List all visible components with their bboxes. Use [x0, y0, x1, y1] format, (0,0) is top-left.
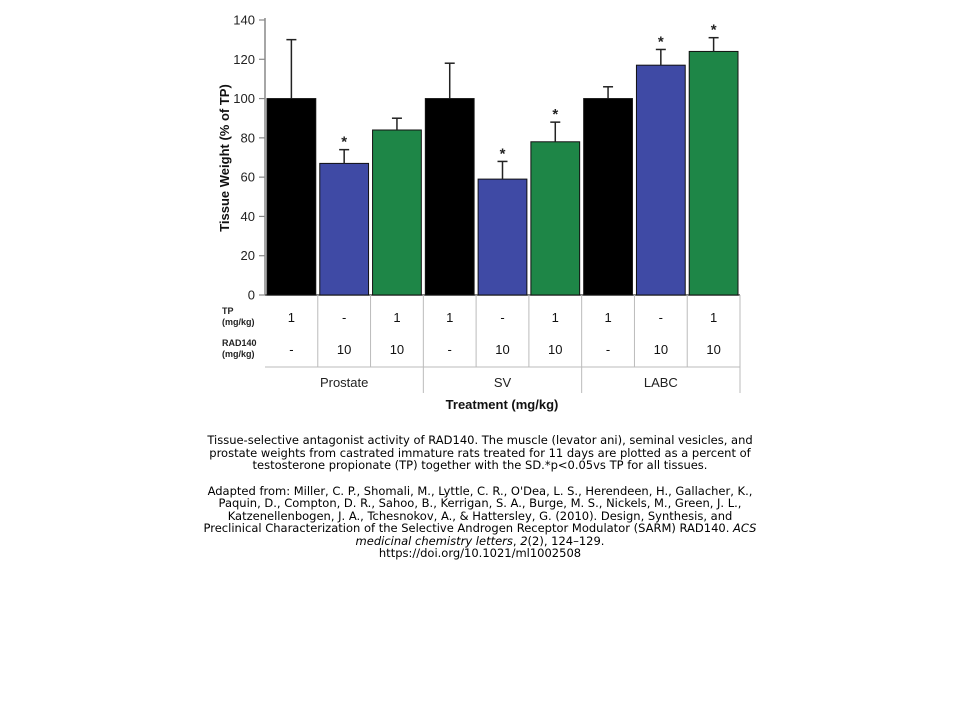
- treatment-cell: 1: [288, 310, 295, 325]
- chart-bars: * * * * *: [266, 22, 739, 296]
- bar: [424, 98, 475, 296]
- bar: [530, 141, 581, 296]
- treatment-cell: -: [342, 310, 346, 325]
- citation-doi: https://doi.org/10.1021/ml1002508: [378, 546, 582, 560]
- y-tick-label: 120: [233, 52, 255, 67]
- bar: [688, 50, 739, 296]
- treatment-cell: 10: [495, 342, 509, 357]
- group-label: SV: [494, 375, 512, 390]
- treatment-cell: 10: [337, 342, 351, 357]
- treatment-row-unit: (mg/kg): [222, 317, 255, 327]
- bar: [583, 98, 633, 296]
- bar: [319, 162, 370, 296]
- treatment-cell: 1: [393, 310, 400, 325]
- group-label: Prostate: [320, 375, 368, 390]
- y-tick-label: 100: [233, 91, 255, 106]
- significance-marker: *: [341, 134, 347, 151]
- treatment-cell: 1: [604, 310, 611, 325]
- y-axis-title: Tissue Weight (% of TP): [217, 84, 232, 232]
- citation-separator: ,: [512, 533, 521, 548]
- y-tick-label: 20: [241, 248, 255, 263]
- significance-marker: *: [711, 22, 717, 39]
- treatment-cell: -: [289, 342, 293, 357]
- bar: [477, 178, 528, 296]
- significance-marker: *: [552, 106, 558, 123]
- citation-volume: 2: [520, 533, 528, 548]
- y-tick-label: 60: [241, 170, 255, 185]
- treatment-row-label: RAD140: [222, 338, 257, 348]
- treatment-cell: 1: [446, 310, 453, 325]
- bar: [266, 98, 317, 296]
- treatment-cell: -: [448, 342, 452, 357]
- figure-caption: Tissue-selective antagonist activity of …: [200, 434, 760, 560]
- treatment-cell: 10: [706, 342, 720, 357]
- citation-issue-pages: (2), 124–129.: [527, 533, 605, 548]
- treatment-cell: -: [659, 310, 663, 325]
- group-label: LABC: [644, 375, 678, 390]
- y-tick-label: 40: [241, 209, 255, 224]
- y-tick-label: 140: [233, 13, 255, 28]
- treatment-row-unit: (mg/kg): [222, 349, 255, 359]
- significance-marker: *: [658, 33, 664, 50]
- treatment-cell: -: [500, 310, 504, 325]
- treatment-cell: 10: [654, 342, 668, 357]
- bar: [635, 64, 686, 296]
- citation-text: Adapted from: Miller, C. P., Shomali, M.…: [203, 483, 753, 535]
- treatment-cell: 1: [552, 310, 559, 325]
- citation-journal: ACS medicinal chemistry letters: [355, 521, 757, 548]
- y-tick-label: 80: [241, 130, 255, 145]
- treatment-cell: 10: [548, 342, 562, 357]
- treatment-cell: 10: [390, 342, 404, 357]
- x-axis-title: Treatment (mg/kg): [446, 397, 559, 412]
- caption-citation: Adapted from: Miller, C. P., Shomali, M.…: [200, 483, 760, 560]
- significance-marker: *: [500, 145, 506, 162]
- treatment-row-label: TP: [222, 306, 234, 316]
- y-tick-label: 0: [248, 288, 255, 303]
- bar: [372, 129, 422, 296]
- treatment-cell: 1: [710, 310, 717, 325]
- caption-description: Tissue-selective antagonist activity of …: [207, 433, 753, 472]
- treatment-cell: -: [606, 342, 610, 357]
